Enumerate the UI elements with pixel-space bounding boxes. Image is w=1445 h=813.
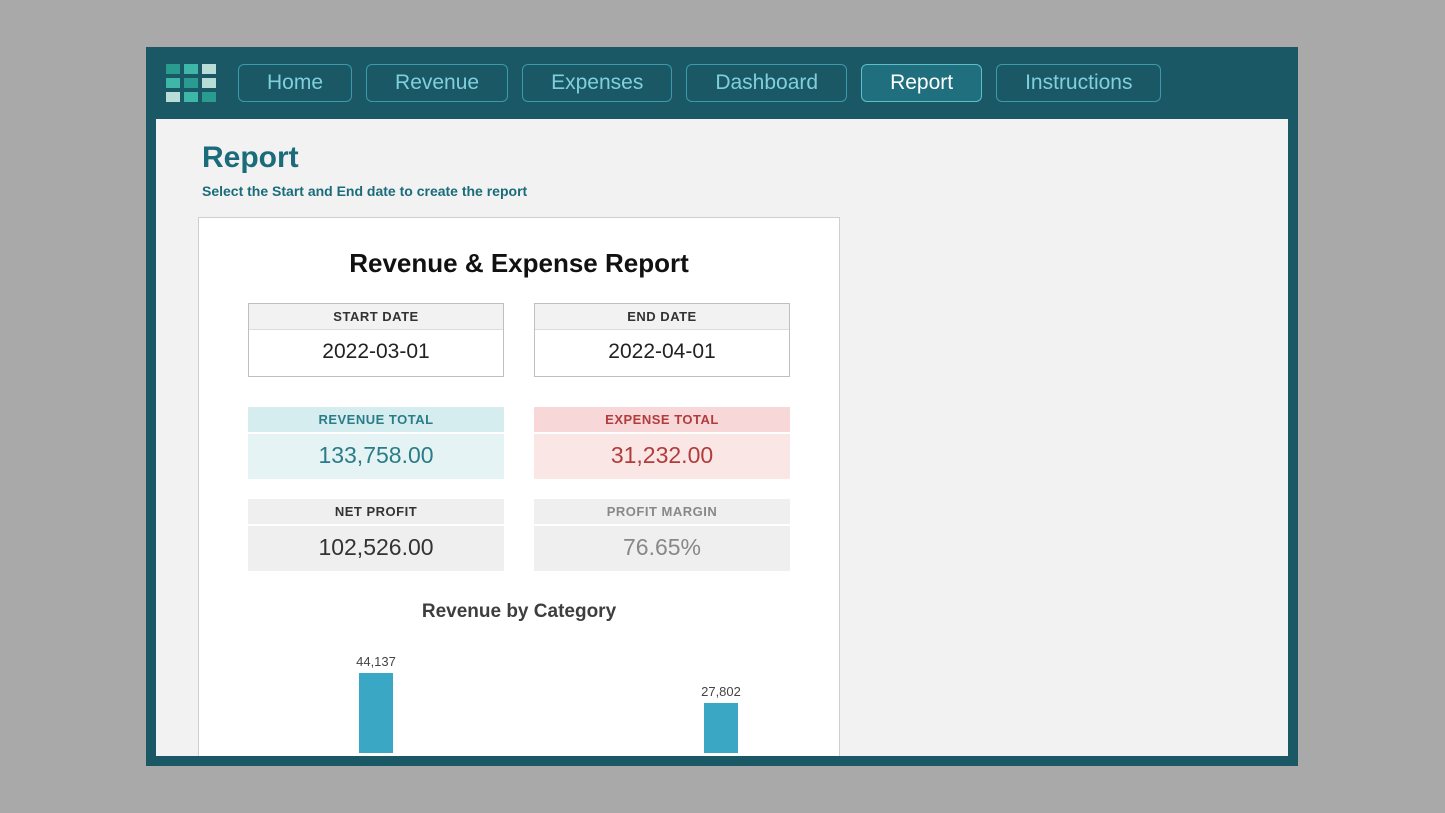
content-area: Report Select the Start and End date to … xyxy=(156,119,1288,756)
revenue-total-box: REVENUE TOTAL 133,758.00 xyxy=(248,407,504,479)
chart-bar-label: 44,137 xyxy=(336,654,416,669)
net-profit-box: NET PROFIT 102,526.00 xyxy=(248,499,504,571)
start-date-input[interactable]: 2022-03-01 xyxy=(249,330,503,376)
end-date-label: END DATE xyxy=(535,304,789,330)
app-frame: Home Revenue Expenses Dashboard Report Instru… xyxy=(146,47,1298,766)
start-date-box: START DATE 2022-03-01 xyxy=(248,303,504,377)
profit-margin-value: 76.65% xyxy=(534,526,790,571)
profit-row: NET PROFIT 102,526.00 PROFIT MARGIN 76.6… xyxy=(239,499,799,571)
chart-title: Revenue by Category xyxy=(239,601,799,623)
date-row: START DATE 2022-03-01 END DATE 2022-04-0… xyxy=(239,303,799,377)
chart-bar xyxy=(359,673,393,753)
nav-dashboard[interactable]: Dashboard xyxy=(686,64,847,102)
page-title: Report xyxy=(202,141,1288,175)
expense-total-value: 31,232.00 xyxy=(534,434,790,479)
nav-report[interactable]: Report xyxy=(861,64,982,102)
chart-bar xyxy=(704,703,738,753)
expense-total-box: EXPENSE TOTAL 31,232.00 xyxy=(534,407,790,479)
page-subtitle: Select the Start and End date to create … xyxy=(202,183,1288,199)
net-profit-label: NET PROFIT xyxy=(248,499,504,524)
revenue-by-category-chart: 44,137 27,802 xyxy=(239,633,799,753)
logo-icon xyxy=(166,64,216,102)
revenue-total-label: REVENUE TOTAL xyxy=(248,407,504,432)
end-date-box: END DATE 2022-04-01 xyxy=(534,303,790,377)
nav-expenses[interactable]: Expenses xyxy=(522,64,672,102)
report-card: Revenue & Expense Report START DATE 2022… xyxy=(198,217,840,756)
end-date-input[interactable]: 2022-04-01 xyxy=(535,330,789,376)
nav-instructions[interactable]: Instructions xyxy=(996,64,1161,102)
net-profit-value: 102,526.00 xyxy=(248,526,504,571)
expense-total-label: EXPENSE TOTAL xyxy=(534,407,790,432)
totals-row: REVENUE TOTAL 133,758.00 EXPENSE TOTAL 3… xyxy=(239,407,799,479)
profit-margin-box: PROFIT MARGIN 76.65% xyxy=(534,499,790,571)
start-date-label: START DATE xyxy=(249,304,503,330)
profit-margin-label: PROFIT MARGIN xyxy=(534,499,790,524)
nav-home[interactable]: Home xyxy=(238,64,352,102)
nav-revenue[interactable]: Revenue xyxy=(366,64,508,102)
report-title: Revenue & Expense Report xyxy=(239,248,799,279)
chart-bar-label: 27,802 xyxy=(681,684,761,699)
revenue-total-value: 133,758.00 xyxy=(248,434,504,479)
top-nav: Home Revenue Expenses Dashboard Report Instru… xyxy=(146,47,1298,119)
